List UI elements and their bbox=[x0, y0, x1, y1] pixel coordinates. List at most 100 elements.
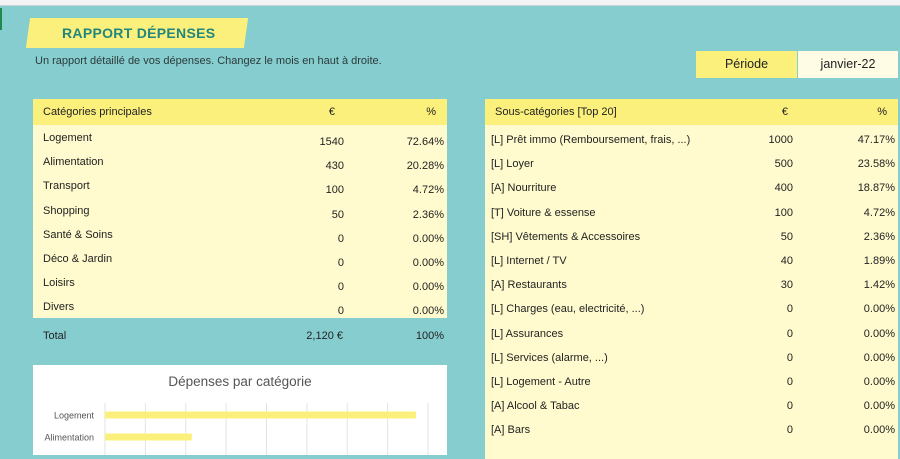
row-percent: 0.00% bbox=[863, 400, 895, 413]
chart-category-label: Logement bbox=[54, 411, 95, 421]
header-amount: € bbox=[781, 106, 788, 118]
row-name: Loisirs bbox=[43, 277, 75, 290]
header-percent: % bbox=[877, 106, 887, 118]
row-percent: 1.89% bbox=[863, 254, 895, 267]
row-percent: 0.00% bbox=[863, 303, 895, 316]
row-amount: 0 bbox=[786, 375, 793, 388]
row-amount: 500 bbox=[774, 158, 793, 171]
table-row: Santé & Soins 0 0.00% bbox=[33, 222, 447, 246]
total-amount: 2,120 € bbox=[306, 330, 343, 342]
spreadsheet-top-strip bbox=[0, 0, 900, 6]
row-name: [L] Services (alarme, ...) bbox=[491, 351, 608, 364]
row-percent: 2.36% bbox=[412, 208, 444, 221]
row-amount: 400 bbox=[774, 182, 793, 195]
row-percent: 18.87% bbox=[857, 182, 895, 195]
table-row: Divers 0 0.00% bbox=[33, 294, 447, 318]
row-percent: 47.17% bbox=[857, 134, 895, 146]
main-categories-table: Catégories principales € % Logement 1540 7… bbox=[33, 99, 447, 318]
page-title: RAPPORT DÉPENSES bbox=[62, 25, 216, 41]
row-percent: 0.00% bbox=[412, 256, 444, 269]
table-row: [L] Internet / TV 40 1.89% bbox=[485, 246, 898, 270]
row-name: [A] Restaurants bbox=[491, 279, 567, 292]
row-amount: 430 bbox=[325, 160, 344, 173]
total-percent: 100% bbox=[415, 330, 444, 342]
table-row: [SH] Vêtements & Accessoires 50 2.36% bbox=[485, 222, 898, 246]
row-name: Divers bbox=[43, 301, 75, 314]
row-amount: 0 bbox=[337, 281, 344, 294]
table-header: Catégories principales € % bbox=[33, 99, 447, 125]
row-percent: 0.00% bbox=[863, 424, 895, 437]
table-row: [A] Alcool & Tabac 0 0.00% bbox=[485, 391, 898, 415]
total-label: Total bbox=[43, 330, 67, 342]
table-row: [L] Charges (eau, electricité, ...) 0 0.00… bbox=[485, 294, 898, 318]
table-row: [A] Restaurants 30 1.42% bbox=[485, 270, 898, 294]
row-percent: 0.00% bbox=[863, 327, 895, 340]
period-selector[interactable]: janvier-22 bbox=[798, 51, 898, 78]
row-name: [A] Bars bbox=[491, 424, 531, 437]
row-percent: 4.72% bbox=[412, 184, 444, 197]
period-label: Période bbox=[696, 51, 797, 78]
table-row: [L] Loyer 500 23.58% bbox=[485, 149, 898, 173]
row-percent: 20.28% bbox=[406, 160, 444, 173]
row-amount: 0 bbox=[786, 327, 793, 340]
row-percent: 23.58% bbox=[857, 158, 895, 171]
row-percent: 0.00% bbox=[863, 351, 895, 364]
row-name: Shopping bbox=[43, 204, 90, 217]
chart-bar bbox=[105, 433, 192, 441]
chart-category-label: Alimentation bbox=[44, 433, 94, 443]
chart-title: Dépenses par catégorie bbox=[168, 374, 312, 389]
row-percent: 4.72% bbox=[863, 206, 895, 219]
page-subtitle: Un rapport détaillé de vos dépenses. Cha… bbox=[35, 55, 382, 67]
table-row: [L] Prêt immo (Remboursement, frais, ...… bbox=[485, 125, 898, 149]
selection-marker bbox=[0, 8, 2, 30]
row-percent: 0.00% bbox=[863, 375, 895, 388]
table-row: [A] Bars 0 0.00% bbox=[485, 415, 898, 439]
row-name: [A] Nourriture bbox=[491, 182, 557, 195]
row-percent: 0.00% bbox=[412, 305, 444, 318]
chart-plot: Logement Alimentation bbox=[44, 403, 429, 455]
row-name: Transport bbox=[43, 180, 90, 193]
table-row: Transport 100 4.72% bbox=[33, 173, 447, 197]
row-percent: 1.42% bbox=[863, 279, 895, 292]
row-name: [SH] Vêtements & Accessoires bbox=[491, 230, 641, 243]
row-name: [L] Loyer bbox=[491, 158, 534, 171]
row-name: [L] Internet / TV bbox=[491, 254, 567, 267]
row-amount: 40 bbox=[780, 254, 793, 267]
row-amount: 0 bbox=[786, 424, 793, 437]
row-amount: 50 bbox=[331, 208, 344, 221]
row-amount: 0 bbox=[786, 351, 793, 364]
row-name: [A] Alcool & Tabac bbox=[491, 400, 580, 413]
header-percent: % bbox=[426, 106, 436, 118]
row-amount: 0 bbox=[786, 400, 793, 413]
header-amount: € bbox=[328, 106, 335, 118]
row-amount: 50 bbox=[780, 230, 793, 243]
row-amount: 0 bbox=[337, 256, 344, 269]
row-name: [T] Voiture & essense bbox=[491, 206, 596, 219]
table-row: Loisirs 0 0.00% bbox=[33, 270, 447, 294]
table-row: Déco & Jardin 0 0.00% bbox=[33, 246, 447, 270]
row-name: [L] Logement - Autre bbox=[491, 375, 591, 388]
total-row: Total 2,120 € 100% bbox=[33, 326, 447, 348]
row-amount: 100 bbox=[325, 184, 344, 197]
table-row: Shopping 50 2.36% bbox=[33, 198, 447, 222]
row-percent: 72.64% bbox=[406, 136, 444, 148]
header-category: Catégories principales bbox=[43, 106, 152, 118]
row-name: [L] Assurances bbox=[491, 327, 564, 340]
row-amount: 30 bbox=[780, 279, 793, 292]
table-row: Logement 1540 72.64% bbox=[33, 125, 447, 149]
expenses-chart: Dépenses par catégorie Logement Alimentat… bbox=[33, 365, 447, 455]
chart-bar bbox=[105, 411, 416, 419]
table-row: Alimentation 430 20.28% bbox=[33, 149, 447, 173]
row-amount: 0 bbox=[786, 303, 793, 316]
table-row: [L] Logement - Autre 0 0.00% bbox=[485, 367, 898, 391]
table-row: [L] Assurances 0 0.00% bbox=[485, 319, 898, 343]
row-amount: 0 bbox=[337, 232, 344, 245]
table-row: [L] Services (alarme, ...) 0 0.00% bbox=[485, 343, 898, 367]
row-amount: 1000 bbox=[768, 134, 793, 146]
row-amount: 1540 bbox=[319, 136, 344, 148]
row-name: Logement bbox=[43, 132, 92, 144]
row-name: [L] Charges (eau, electricité, ...) bbox=[491, 303, 645, 316]
row-name: Alimentation bbox=[43, 156, 104, 169]
row-name: [L] Prêt immo (Remboursement, frais, ...… bbox=[491, 134, 691, 146]
header-subcategory: Sous-catégories [Top 20] bbox=[495, 106, 617, 118]
